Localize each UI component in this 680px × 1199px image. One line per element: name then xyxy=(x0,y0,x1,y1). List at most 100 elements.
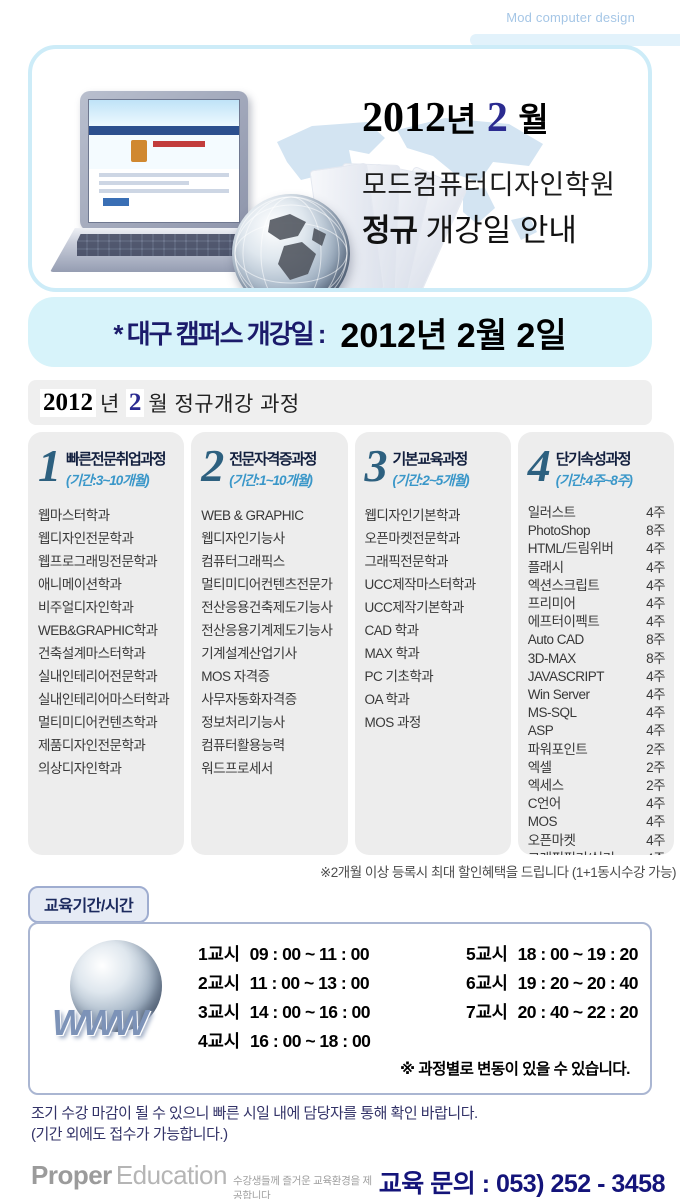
column-period: (기간:1~10개월) xyxy=(229,473,313,488)
section-title-bar: 2012 년 2 월 정규개강 과정 xyxy=(28,380,652,425)
column-header: 3 기본교육과정 (기간:2~5개월) xyxy=(364,440,502,491)
footer-brand-bold: Proper xyxy=(31,1160,112,1190)
footer-brand: Proper Education 수강생들께 즐거운 교육환경을 제공합니다 xyxy=(31,1160,379,1199)
column-number: 2 xyxy=(201,440,225,491)
time-row: 4교시 16 : 00 ~ 18 : 00 xyxy=(198,1027,638,1056)
period-label: 7교시 xyxy=(465,1002,508,1022)
course-name: 웹디자인기능사 xyxy=(201,531,285,546)
course-item: 일러스트 4주 xyxy=(528,504,666,522)
hero-year: 2012 xyxy=(362,95,446,141)
course-name: UCC제작마스터학과 xyxy=(364,577,477,592)
course-item: 건축설계마스터학과 xyxy=(38,642,175,665)
course-name: 3D-MAX xyxy=(527,650,577,666)
course-name: 사무자동화자격증 xyxy=(201,692,297,707)
course-name: 웹디자인전문학과 xyxy=(38,531,134,546)
column-header: 4 단기속성과정 (기간:4주~8주) xyxy=(527,440,665,491)
course-item: 웹디자인기본학과 xyxy=(365,504,502,527)
globe-icon xyxy=(232,194,350,288)
course-list: WEB & GRAPHIC 웹디자인기능사 컴퓨터그래픽스 멀티미디어컨텐츠전문… xyxy=(201,504,338,780)
column-period: (기간:2~5개월) xyxy=(392,473,470,488)
course-name: 엑셀 xyxy=(527,759,552,775)
course-item: HTML/드림위버 4주 xyxy=(527,540,666,558)
period-label: 3교시 xyxy=(198,1002,240,1022)
course-item: MS-SQL 4주 xyxy=(527,704,666,722)
course-item: PC 기초학과 xyxy=(365,665,502,688)
course-name: 멀티미디어컨텐츠전문가 xyxy=(201,577,333,592)
course-item: WEB&GRAPHIC학과 xyxy=(38,619,175,642)
banner-date: 2012년 2월 2일 xyxy=(340,316,567,355)
course-name: HTML/드림위버 xyxy=(527,541,614,557)
course-name: Auto CAD xyxy=(527,632,585,648)
course-item: WEB & GRAPHIC xyxy=(201,504,338,527)
course-name: PhotoShop xyxy=(527,523,591,539)
section-month: 2 xyxy=(125,388,145,417)
course-category-column: 2 전문자격증과정 (기간:1~10개월) WEB & GRAPHIC 웹디자인… xyxy=(191,432,348,855)
academy-name: 모드컴퓨터디자인학원 xyxy=(362,170,616,200)
time-row: 1교시 09 : 00 ~ 11 : 00 5교시 18 : 00 ~ 19 :… xyxy=(198,940,639,969)
course-duration: 8주 xyxy=(646,632,665,648)
www-letters: WWW xyxy=(52,1002,148,1043)
course-duration: 2주 xyxy=(646,778,665,794)
section-year-suffix: 년 xyxy=(100,392,120,416)
period-label: 6교시 xyxy=(465,973,508,993)
course-name: 플래시 xyxy=(527,559,564,575)
course-name: MOS xyxy=(527,814,558,830)
period-time: 18 : 00 ~ 19 : 20 xyxy=(517,944,639,964)
period-time: 19 : 20 ~ 20 : 40 xyxy=(517,973,639,993)
course-item: 실내인테리어전문학과 xyxy=(38,665,175,688)
section-month-suffix: 월 정규개강 과정 xyxy=(148,392,300,416)
course-item: 멀티미디어컨텐츠학과 xyxy=(38,711,175,734)
course-duration: 4주 xyxy=(646,668,665,684)
course-duration: 4주 xyxy=(646,541,665,557)
course-name: JAVASCRIPT xyxy=(527,668,605,684)
schedule-note: ※ 과정별로 변동이 있을 수 있습니다. xyxy=(399,1061,631,1078)
swoosh-decoration xyxy=(470,34,680,46)
banner-label: * 대구 캠퍼스 개강일 : xyxy=(113,318,326,349)
schedule-badge: 교육기간/시간 xyxy=(28,886,150,923)
course-name: PC 기초학과 xyxy=(364,669,434,684)
course-item: PhotoShop 8주 xyxy=(527,522,666,540)
course-item: MAX 학과 xyxy=(365,642,502,665)
column-header: 2 전문자격증과정 (기간:1~10개월) xyxy=(201,440,338,491)
course-item: 기계설계산업기사 xyxy=(201,642,338,665)
course-duration: 4주 xyxy=(646,832,665,848)
hero-month: 2 xyxy=(486,95,508,141)
period-label xyxy=(468,1027,520,1056)
footer: Proper Education 수강생들께 즐거운 교육환경을 제공합니다 교… xyxy=(31,1160,666,1199)
course-item: 웹마스터학과 xyxy=(38,504,175,527)
course-name: OA 학과 xyxy=(364,692,410,707)
course-name: 웹마스터학과 xyxy=(38,508,110,523)
column-number: 3 xyxy=(364,440,388,491)
course-name: 엑세스 xyxy=(527,778,564,794)
course-duration: 4주 xyxy=(646,596,665,612)
early-close-notes: 조기 수강 마감이 될 수 있으니 빠른 시일 내에 담당자를 통해 확인 바랍… xyxy=(31,1103,478,1145)
course-name: 그래픽전문학과 xyxy=(364,554,449,569)
course-name: Win Server xyxy=(527,687,590,703)
course-item: MOS 과정 xyxy=(365,711,502,734)
laptop-screen xyxy=(80,91,248,231)
course-item: 3D-MAX 8주 xyxy=(527,650,666,668)
course-item: 웹디자인기능사 xyxy=(201,527,338,550)
course-duration: 4주 xyxy=(646,705,665,721)
section-year: 2012 xyxy=(40,388,96,417)
course-name: MS-SQL xyxy=(527,705,577,721)
course-category-column: 3 기본교육과정 (기간:2~5개월) 웹디자인기본학과 오픈마켓전문학과 그래… xyxy=(354,432,511,855)
course-duration: 4주 xyxy=(646,814,665,830)
course-item: 웹디자인전문학과 xyxy=(38,527,175,550)
course-item: 에프터이펙트 4주 xyxy=(528,613,666,631)
course-name: 엑션스크립트 xyxy=(527,577,600,593)
column-number: 4 xyxy=(527,440,551,491)
course-item: UCC제작마스터학과 xyxy=(365,573,502,596)
course-duration: 2주 xyxy=(646,759,665,775)
contact-phone: 교육 문의 : 053) 252 - 3458 xyxy=(378,1169,666,1198)
footer-tagline: 수강생들께 즐거운 교육환경을 제공합니다 xyxy=(232,1175,372,1199)
course-name: MOS 자격증 xyxy=(201,669,270,684)
course-item: UCC제작기본학과 xyxy=(365,596,502,619)
column-title: 전문자격증과정 xyxy=(229,451,317,468)
course-name: 파워포인트 xyxy=(527,741,588,757)
course-name: 애니메이션학과 xyxy=(38,577,122,592)
course-item: MOS 자격증 xyxy=(201,665,338,688)
course-name: 전산응용건축제도기능사 xyxy=(201,600,333,615)
course-name: 실내인테리어전문학과 xyxy=(38,669,158,684)
